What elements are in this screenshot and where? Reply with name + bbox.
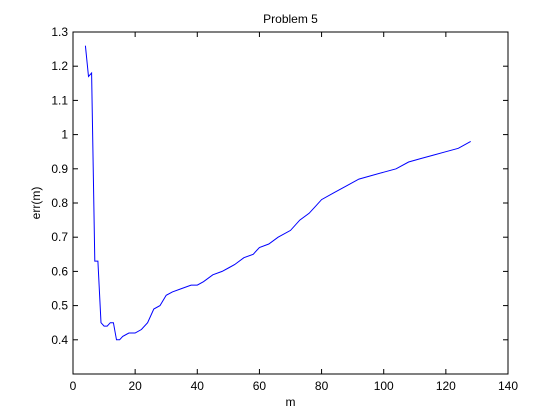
y-axis-label: err(m) [29,187,43,220]
x-tick-label: 40 [191,379,205,393]
x-tick-label: 100 [374,379,394,393]
x-tick-label: 20 [128,379,142,393]
x-tick-label: 80 [315,379,329,393]
y-tick-label: 0.7 [51,230,68,244]
series-line [84,45,471,341]
x-tick-label: 140 [498,379,518,393]
y-tick-label: 0.4 [51,333,68,347]
y-tick-label: 0.8 [51,196,68,210]
x-tick-label: 0 [70,379,77,393]
y-tick-label: 1.2 [51,59,68,73]
y-tick-label: 0.5 [51,299,68,313]
y-tick-label: 0.6 [51,264,68,278]
plot-layer: 0 20 40 60 80 100 120 140 0.4 0.5 0.6 0.7 0.8 0.9 1 1.1… [29,12,518,409]
y-tick-label: 0.9 [51,162,68,176]
y-tick-label: 1.1 [51,93,68,107]
chart-title: Problem 5 [263,12,318,26]
x-tick-label: 120 [436,379,456,393]
x-tick-label: 60 [253,379,267,393]
y-tick-label: 1.3 [51,25,68,39]
y-tick-label: 1 [61,128,68,142]
x-axis-label: m [286,395,296,409]
plot-frame [72,31,509,375]
